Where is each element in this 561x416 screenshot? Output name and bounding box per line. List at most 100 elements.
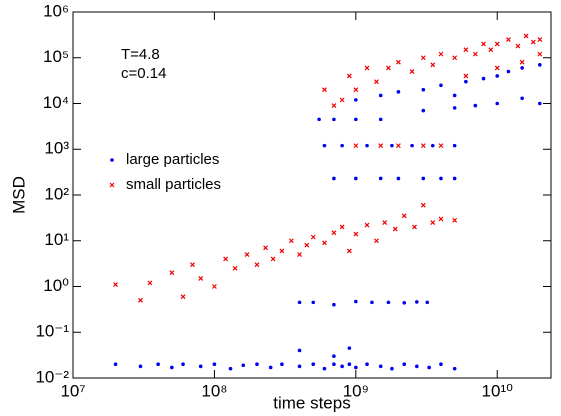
point — [190, 262, 195, 268]
point — [385, 65, 391, 71]
point — [254, 262, 260, 268]
point — [279, 248, 285, 254]
point — [170, 365, 174, 370]
point — [378, 176, 383, 181]
annotation: c=0.14 — [121, 65, 166, 82]
point — [332, 302, 336, 307]
point — [538, 101, 542, 106]
y-tick-label: 10⁵ — [43, 47, 69, 66]
point — [378, 117, 383, 122]
y-tick-label: 10⁴ — [43, 93, 69, 112]
point — [331, 230, 337, 236]
point — [420, 143, 426, 149]
point — [263, 245, 268, 251]
point — [181, 362, 185, 367]
point — [244, 252, 250, 257]
point — [473, 103, 478, 108]
point — [452, 217, 458, 223]
point — [354, 117, 358, 122]
point — [439, 176, 443, 181]
point — [378, 93, 383, 98]
point — [268, 365, 273, 370]
point — [353, 87, 359, 93]
point — [297, 348, 302, 353]
point — [409, 69, 415, 74]
point — [396, 90, 401, 94]
point — [365, 362, 369, 367]
point — [311, 300, 316, 305]
legend-marker — [110, 158, 114, 162]
x-axis-label: time steps — [273, 393, 350, 412]
point — [138, 364, 143, 369]
point — [430, 220, 436, 225]
point — [340, 143, 344, 148]
point — [311, 362, 316, 367]
point — [212, 362, 217, 367]
point — [317, 117, 321, 122]
point — [211, 284, 217, 289]
point — [520, 66, 524, 70]
legend-marker — [109, 182, 115, 188]
point — [365, 143, 369, 148]
point — [537, 51, 543, 57]
point — [537, 37, 543, 42]
point — [420, 55, 426, 61]
point — [396, 176, 401, 181]
point — [382, 220, 388, 225]
point — [390, 143, 394, 148]
point — [354, 176, 358, 181]
point — [310, 234, 316, 240]
point — [421, 108, 426, 113]
point — [346, 73, 352, 79]
point — [439, 83, 443, 88]
point — [402, 362, 407, 367]
point — [223, 256, 229, 262]
point — [297, 300, 302, 305]
x-tick-label: 10⁷ — [60, 381, 85, 400]
point — [339, 224, 345, 230]
point — [354, 365, 358, 370]
point — [180, 294, 186, 300]
point — [322, 87, 327, 93]
point — [412, 224, 417, 230]
point — [354, 299, 358, 304]
point — [519, 59, 525, 65]
point — [353, 231, 359, 237]
point — [452, 143, 457, 148]
point — [452, 366, 457, 371]
point — [395, 59, 401, 65]
point — [169, 270, 175, 276]
point — [288, 238, 294, 244]
y-tick-label: 10¹ — [44, 230, 69, 249]
point — [390, 366, 394, 371]
point — [364, 65, 370, 71]
point — [430, 143, 435, 148]
point — [228, 366, 233, 371]
legend-label: small particles — [126, 176, 221, 193]
point — [332, 176, 336, 181]
point — [332, 362, 336, 367]
point — [420, 202, 426, 208]
point — [538, 63, 542, 67]
legend-label: large particles — [126, 151, 219, 168]
point — [392, 226, 398, 232]
point — [378, 143, 384, 149]
point — [138, 297, 143, 303]
point — [402, 301, 407, 305]
point — [347, 346, 352, 350]
point — [374, 238, 379, 244]
point — [270, 256, 276, 262]
point — [322, 240, 327, 246]
point — [198, 276, 204, 281]
point — [410, 143, 414, 148]
point — [452, 93, 457, 98]
point — [415, 364, 419, 369]
point — [463, 47, 469, 53]
point — [439, 362, 443, 367]
point — [332, 354, 336, 358]
point — [495, 74, 500, 78]
point — [304, 242, 310, 248]
point — [232, 265, 238, 271]
point — [515, 43, 521, 49]
point — [488, 47, 494, 53]
